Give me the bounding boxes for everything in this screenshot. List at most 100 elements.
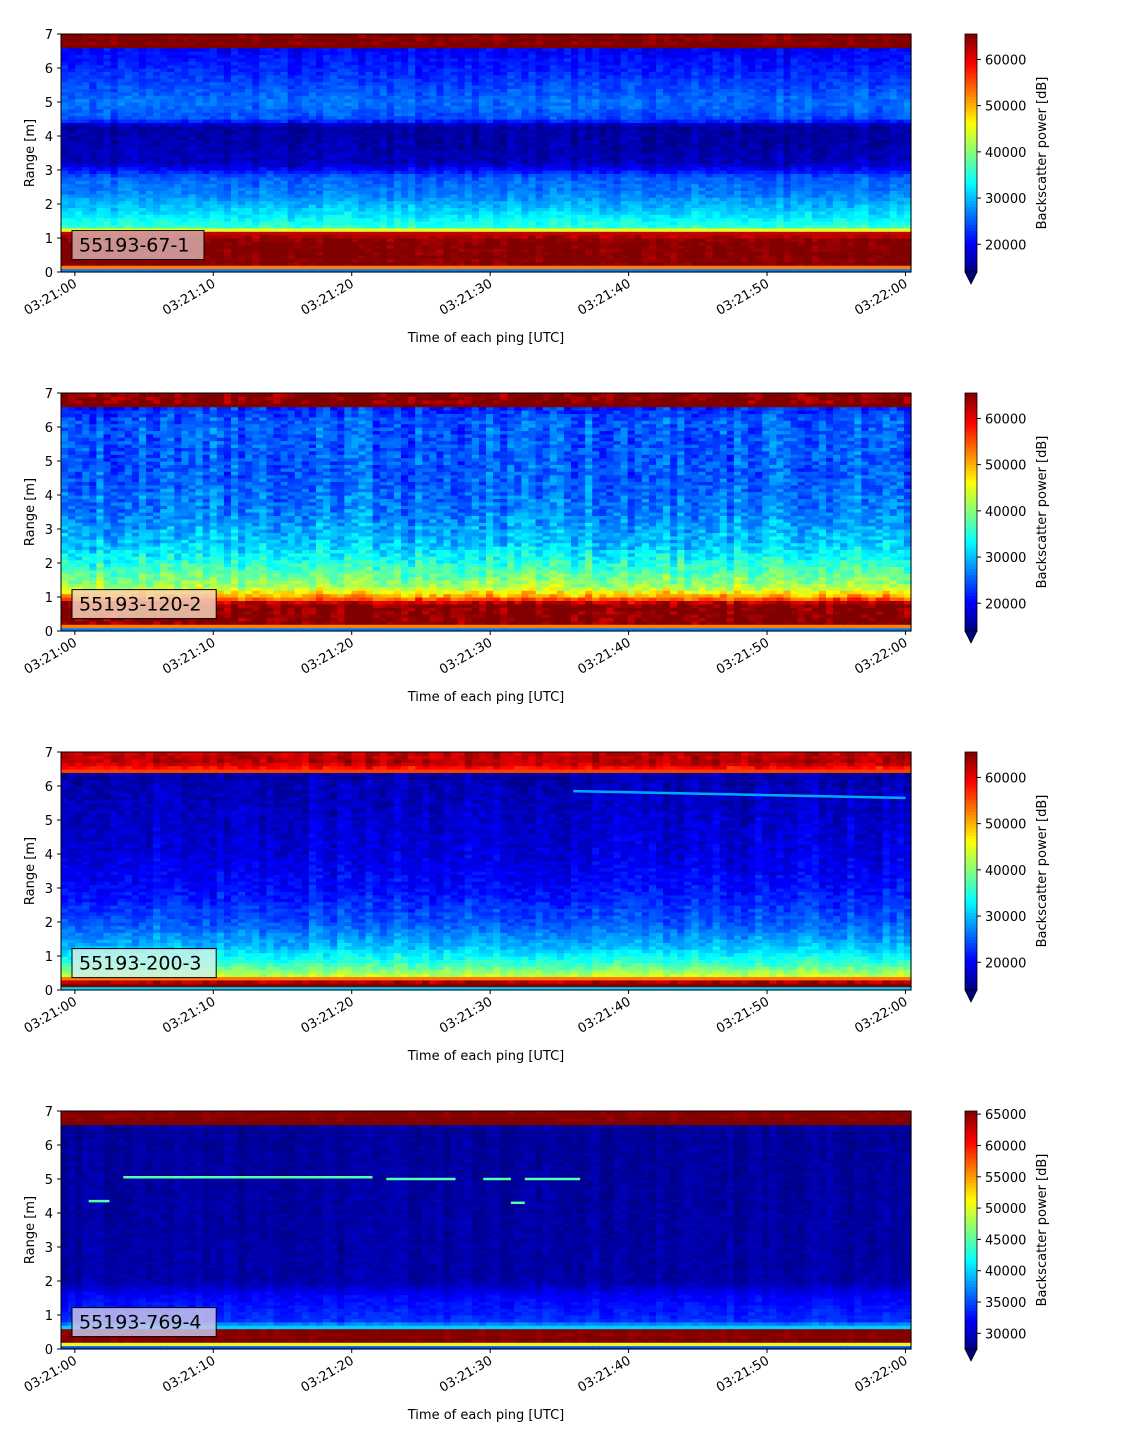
colorbar-label: Backscatter power [dB]: [1035, 77, 1050, 230]
y-tick-label: 1: [45, 591, 53, 606]
heatmap-cells: [61, 752, 912, 991]
colorbar-tick-label: 50000: [985, 459, 1026, 474]
x-tick-label: 03:21:40: [576, 1353, 634, 1395]
x-tick-label: 03:21:10: [160, 994, 218, 1036]
series-label-box: [71, 1307, 217, 1338]
y-axis-label: Range [m]: [23, 119, 38, 187]
x-tick-label: 03:21:40: [576, 994, 634, 1036]
x-tick-label: 03:21:50: [714, 276, 772, 318]
y-tick-label: 5: [45, 1173, 53, 1188]
x-tick-label: 03:21:10: [160, 635, 218, 677]
x-tick-label: 03:21:50: [714, 1353, 772, 1395]
series-label: 55193-120-2: [79, 594, 202, 616]
colorbar-extend-arrow: [964, 989, 978, 1003]
plot-frame: [60, 392, 912, 632]
target-trace: [573, 789, 906, 800]
colorbar-tick-label: 45000: [985, 1233, 1026, 1248]
series-label: 55193-200-3: [79, 953, 202, 975]
colorbar: 20000 30000 40000 50000 60000 Backscatter pow…: [964, 33, 1050, 285]
x-tick-label: 03:21:10: [160, 1353, 218, 1395]
heatmap-cells: [61, 34, 912, 273]
series-label-box: [71, 948, 217, 979]
y-tick-label: 4: [45, 1207, 53, 1222]
colorbar-extend-arrow: [964, 630, 978, 644]
echogram-panel: 0 1 2 3 4 5 6 7 03:21:00 03:21:10 03:21:20 03:21:30…: [22, 28, 1050, 346]
y-tick-label: 6: [45, 62, 53, 77]
colorbar-tick-label: 30000: [985, 910, 1026, 925]
y-tick-label: 0: [45, 625, 53, 640]
y-tick-label: 3: [45, 1241, 53, 1256]
x-tick-label: 03:21:20: [299, 276, 357, 318]
x-tick-label: 03:21:30: [437, 994, 495, 1036]
x-axis-label: Time of each ping [UTC]: [407, 1408, 565, 1423]
colorbar-label: Backscatter power [dB]: [1035, 1154, 1050, 1307]
x-tick-label: 03:21:30: [437, 1353, 495, 1395]
echogram-panel: 0 1 2 3 4 5 6 7 03:21:00 03:21:10 03:21:20 03:21:30…: [22, 387, 1050, 705]
heatmap-cells: [61, 1111, 912, 1350]
x-tick-label: 03:21:00: [22, 994, 80, 1036]
y-tick-label: 1: [45, 1309, 53, 1324]
colorbar: 30000 35000 40000 45000 50000 55000 60000 65000…: [964, 1108, 1050, 1362]
y-tick-label: 5: [45, 455, 53, 470]
colorbar-tick-label: 60000: [985, 53, 1026, 68]
colorbar-extend-arrow: [964, 271, 978, 285]
y-tick-label: 1: [45, 950, 53, 965]
y-axis-label: Range [m]: [23, 1196, 38, 1264]
y-tick-label: 7: [45, 28, 53, 43]
y-tick-label: 1: [45, 232, 53, 247]
colorbar-tick-label: 20000: [985, 597, 1026, 612]
colorbar: 20000 30000 40000 50000 60000 Backscatter pow…: [964, 392, 1050, 644]
x-tick-label: 03:21:20: [299, 1353, 357, 1395]
x-tick-label: 03:21:00: [22, 1353, 80, 1395]
x-tick-label: 03:22:00: [852, 276, 910, 318]
colorbar-tick-label: 30000: [985, 192, 1026, 207]
y-tick-label: 3: [45, 882, 53, 897]
y-tick-label: 0: [45, 984, 53, 999]
colorbar-tick-label: 60000: [985, 771, 1026, 786]
x-axis-label: Time of each ping [UTC]: [407, 690, 565, 705]
colorbar-label: Backscatter power [dB]: [1035, 436, 1050, 589]
colorbar-tick-label: 20000: [985, 956, 1026, 971]
y-tick-label: 6: [45, 780, 53, 795]
x-tick-label: 03:21:20: [299, 994, 357, 1036]
y-tick-label: 6: [45, 1139, 53, 1154]
x-tick-label: 03:21:00: [22, 635, 80, 677]
y-axis-label: Range [m]: [23, 478, 38, 546]
colorbar-tick-label: 40000: [985, 146, 1026, 161]
y-tick-label: 6: [45, 421, 53, 436]
series-label-box: [71, 589, 217, 620]
x-axis-label: Time of each ping [UTC]: [407, 331, 565, 346]
x-tick-label: 03:21:00: [22, 276, 80, 318]
series-label: 55193-769-4: [79, 1312, 202, 1334]
colorbar-frame: [964, 1110, 978, 1350]
colorbar-frame: [964, 751, 978, 991]
colorbar-frame: [964, 392, 978, 632]
echogram-panel: 0 1 2 3 4 5 6 7 03:21:00 03:21:10 03:21:20 03:21:30…: [22, 746, 1050, 1064]
colorbar-tick-label: 60000: [985, 412, 1026, 427]
y-tick-label: 3: [45, 523, 53, 538]
x-tick-label: 03:21:40: [576, 276, 634, 318]
colorbar-tick-label: 60000: [985, 1139, 1026, 1154]
colorbar-tick-label: 40000: [985, 864, 1026, 879]
colorbar-tick-label: 65000: [985, 1108, 1026, 1123]
plot-frame: [60, 1110, 912, 1350]
colorbar-tick-label: 50000: [985, 100, 1026, 115]
colorbar-tick-label: 40000: [985, 1265, 1026, 1280]
x-tick-label: 03:21:20: [299, 635, 357, 677]
colorbar-tick-label: 20000: [985, 238, 1026, 253]
y-tick-label: 7: [45, 746, 53, 761]
x-tick-label: 03:22:00: [852, 1353, 910, 1395]
colorbar: 20000 30000 40000 50000 60000 Backscatter pow…: [964, 751, 1050, 1003]
y-tick-label: 2: [45, 557, 53, 572]
colorbar-tick-label: 30000: [985, 1327, 1026, 1342]
y-tick-label: 4: [45, 489, 53, 504]
y-tick-label: 5: [45, 96, 53, 111]
colorbar-tick-label: 40000: [985, 505, 1026, 520]
series-label-box: [71, 230, 205, 261]
plot-frame: [60, 751, 912, 991]
y-axis-label: Range [m]: [23, 837, 38, 905]
colorbar-frame: [964, 33, 978, 273]
x-tick-label: 03:21:50: [714, 994, 772, 1036]
colorbar-label: Backscatter power [dB]: [1035, 795, 1050, 948]
